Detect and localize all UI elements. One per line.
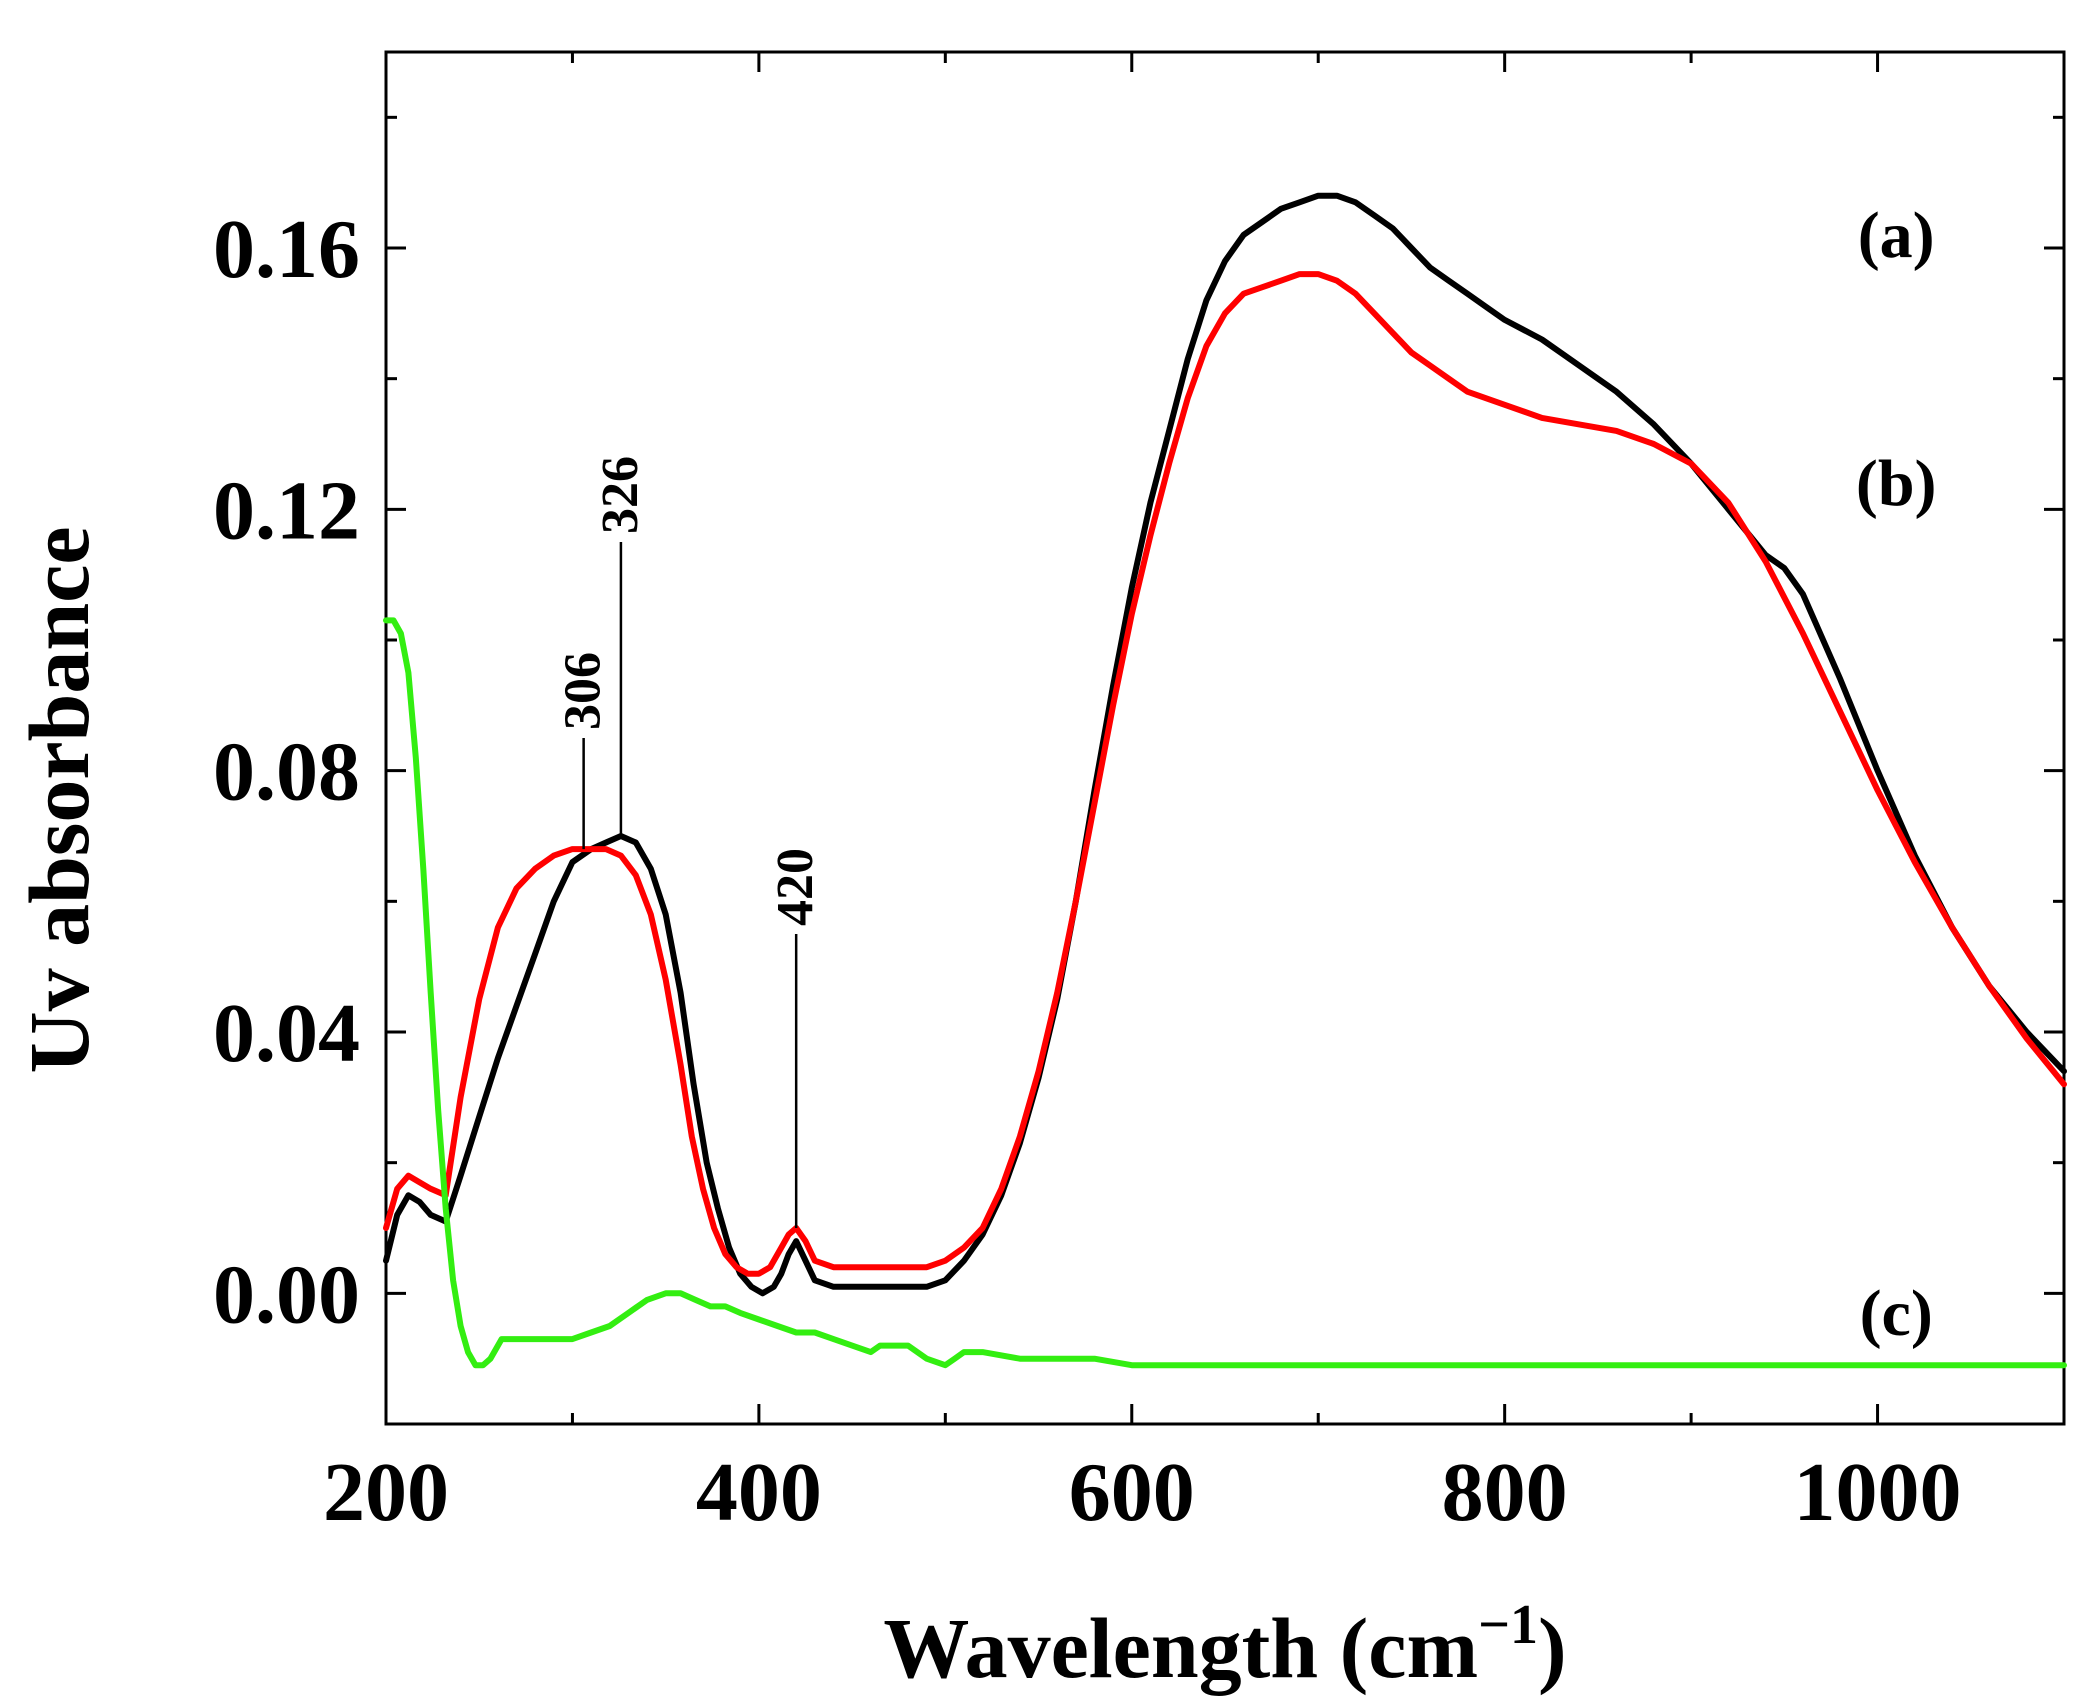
- series-labels: (a) (b) (c): [1856, 199, 1937, 1350]
- peak-label: 326: [592, 456, 649, 534]
- x-tick-label: 200: [323, 1446, 449, 1539]
- axis-tick-labels: 200 400 600 800 1000 0.00 0.04 0.08 0.12 0.16: [213, 203, 1962, 1539]
- x-axis-title-main: Wavelength (cm: [883, 1600, 1478, 1696]
- series-line-0: [383, 192, 2067, 1297]
- series-line-1: [383, 271, 2067, 1277]
- y-tick-label: 0.00: [213, 1248, 360, 1341]
- series-label-1: (b): [1856, 447, 1937, 520]
- x-tick-label: 800: [1442, 1446, 1568, 1539]
- series-lines: [383, 192, 2067, 1369]
- y-tick-label: 0.16: [213, 203, 360, 296]
- x-axis-title: Wavelength (cm−1): [883, 1594, 1566, 1696]
- series-label-2: (c): [1860, 1277, 1933, 1350]
- y-tick-label: 0.04: [213, 987, 360, 1080]
- x-tick-label: 1000: [1794, 1446, 1962, 1539]
- x-tick-label: 400: [696, 1446, 822, 1539]
- plot-frame: [384, 50, 2066, 1426]
- peak-label: 306: [555, 652, 612, 730]
- y-axis-title: Uv absorbance: [11, 526, 107, 1073]
- series-line-2: [383, 617, 2067, 1369]
- peak-label: 420: [767, 848, 824, 926]
- x-tick-label: 600: [1069, 1446, 1195, 1539]
- series-label-0: (a): [1858, 199, 1935, 272]
- axis-ticks: [384, 52, 2066, 1426]
- y-tick-label: 0.12: [213, 464, 360, 557]
- peak-annotations: 306 326 420: [555, 456, 824, 1228]
- y-tick-label: 0.08: [213, 726, 360, 819]
- x-axis-title-close: ): [1538, 1600, 1567, 1696]
- x-axis-title-superscript: −1: [1478, 1594, 1538, 1656]
